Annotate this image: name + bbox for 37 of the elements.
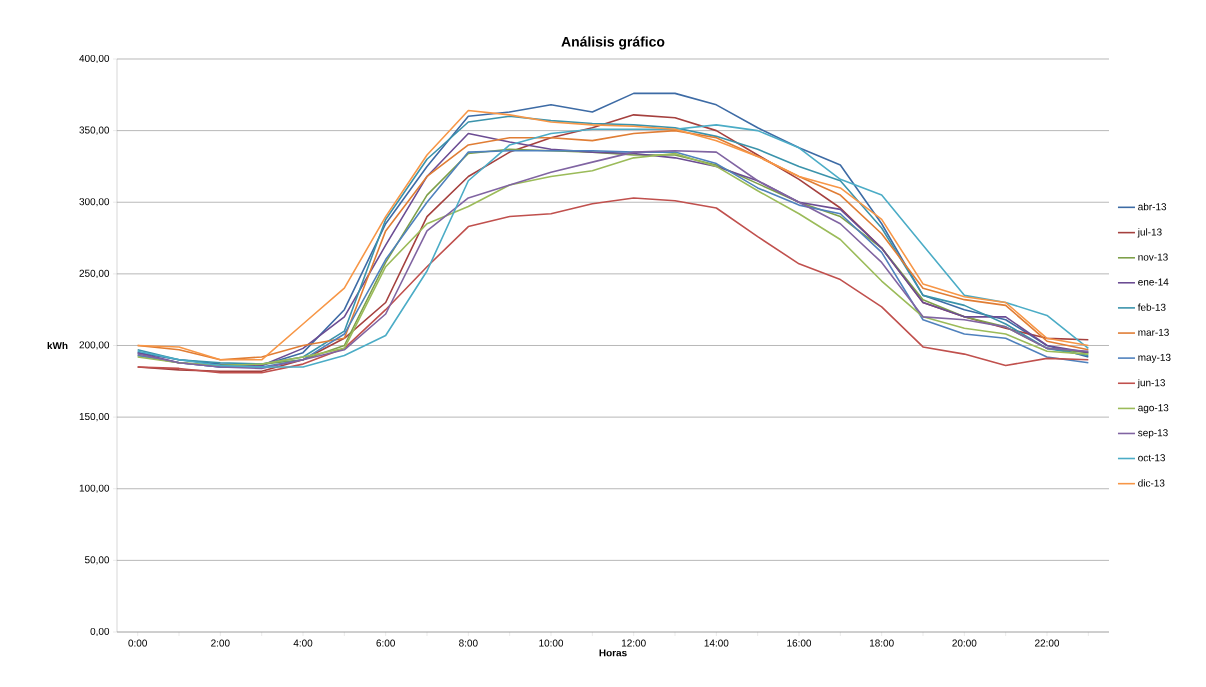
x-tick-label: 0:00 [128,639,147,647]
legend-label: may-13 [1138,353,1171,363]
x-tick-label: 10:00 [539,639,564,647]
legend-label: sep-13 [1138,429,1168,439]
y-tick-label: 400,00 [79,54,110,64]
y-tick-label: 300,00 [79,198,110,207]
line-series [136,197,1090,374]
legend-label: jul-13 [1137,228,1162,238]
x-tick-label: 14:00 [704,639,729,647]
x-axis-title: Horas [599,649,627,657]
x-tick-label: 22:00 [1035,639,1060,647]
x-tick-label: 6:00 [376,639,395,647]
legend-label: oct-13 [1138,454,1166,462]
y-tick-label: 250,00 [79,269,110,278]
x-tick-label: 4:00 [293,639,313,647]
y-tick-label: 150,00 [79,413,110,422]
y-axis-title: kWh [47,341,68,350]
x-tick-label: 18:00 [869,639,894,647]
x-tick-label: 16:00 [787,639,812,647]
legend-label: feb-13 [1137,303,1166,311]
y-tick-label: 350,00 [79,126,110,135]
y-tick-label: 100,00 [79,484,110,493]
legend-label: nov-13 [1138,253,1168,261]
legend-label: ago-13 [1138,404,1169,414]
legend-label: mar-13 [1138,328,1169,336]
chart-title: Análisis gráfico [561,36,665,50]
x-tick-label: 8:00 [459,639,478,647]
y-tick-label: 50,00 [84,556,110,565]
legend-label: abr-13 [1138,202,1167,211]
x-tick-label: 2:00 [211,639,230,647]
y-tick-label: 200,00 [79,341,110,350]
legend-label: ene-14 [1138,278,1169,286]
x-tick-label: 20:00 [952,639,977,647]
x-tick-label: 12:00 [621,639,646,647]
y-tick-label: 0,00 [90,627,110,637]
legend-label: jun-13 [1137,378,1166,389]
legend-label: dic-13 [1138,479,1165,487]
